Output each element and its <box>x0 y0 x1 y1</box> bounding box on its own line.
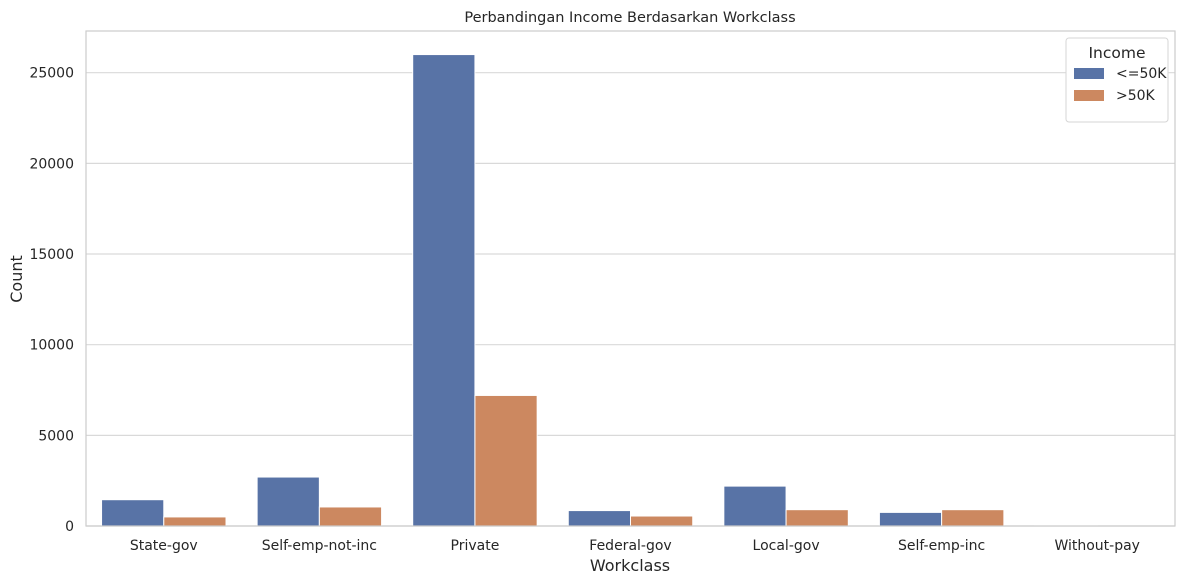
legend-label-gt50k: >50K <box>1116 88 1156 104</box>
y-tick-label: 5000 <box>38 428 74 444</box>
plot-frame <box>86 31 1175 526</box>
x-tick-label: Local-gov <box>753 538 820 554</box>
bar-gt50k-local-gov <box>786 510 848 526</box>
legend-label-le50k: <=50K <box>1116 66 1167 82</box>
legend-swatch-le50k <box>1074 68 1104 79</box>
x-tick-label: State-gov <box>130 538 198 554</box>
bar-le50k-local-gov <box>724 486 786 526</box>
bar-le50k-state-gov <box>102 500 164 526</box>
grid-lines <box>86 73 1175 526</box>
y-tick-label: 10000 <box>29 338 74 354</box>
bar-le50k-self-emp-inc <box>879 512 941 526</box>
x-tick-labels: State-gov Self-emp-not-inc Private Federal-… <box>130 538 1140 554</box>
y-tick-label: 20000 <box>29 156 74 172</box>
y-tick-label: 15000 <box>29 247 74 263</box>
bar-le50k-federal-gov <box>568 511 630 526</box>
bar-gt50k-self-emp-inc <box>942 510 1004 526</box>
x-tick-label: Federal-gov <box>589 538 671 554</box>
x-axis-label: Workclass <box>590 556 670 575</box>
x-tick-label: Private <box>451 538 500 554</box>
x-tick-label: Self-emp-inc <box>898 538 985 554</box>
x-tick-label: Without-pay <box>1054 538 1140 554</box>
bar-gt50k-federal-gov <box>631 516 693 526</box>
x-tick-label: Self-emp-not-inc <box>262 538 377 554</box>
bar-gt50k-private <box>475 395 537 526</box>
bar-le50k-self-emp-not-inc <box>257 477 319 526</box>
chart-title: Perbandingan Income Berdasarkan Workclas… <box>464 10 795 26</box>
bar-gt50k-self-emp-not-inc <box>319 507 381 526</box>
legend-swatch-gt50k <box>1074 90 1104 101</box>
legend: Income <=50K >50K <box>1066 38 1168 122</box>
y-axis-label: Count <box>7 255 26 303</box>
y-tick-label: 0 <box>65 519 74 535</box>
bar-gt50k-state-gov <box>164 517 226 526</box>
legend-title: Income <box>1088 44 1145 62</box>
bar-le50k-private <box>413 55 475 526</box>
y-tick-labels: 0 5000 10000 15000 20000 25000 <box>29 66 74 535</box>
bars <box>102 55 1098 526</box>
y-tick-label: 25000 <box>29 66 74 82</box>
